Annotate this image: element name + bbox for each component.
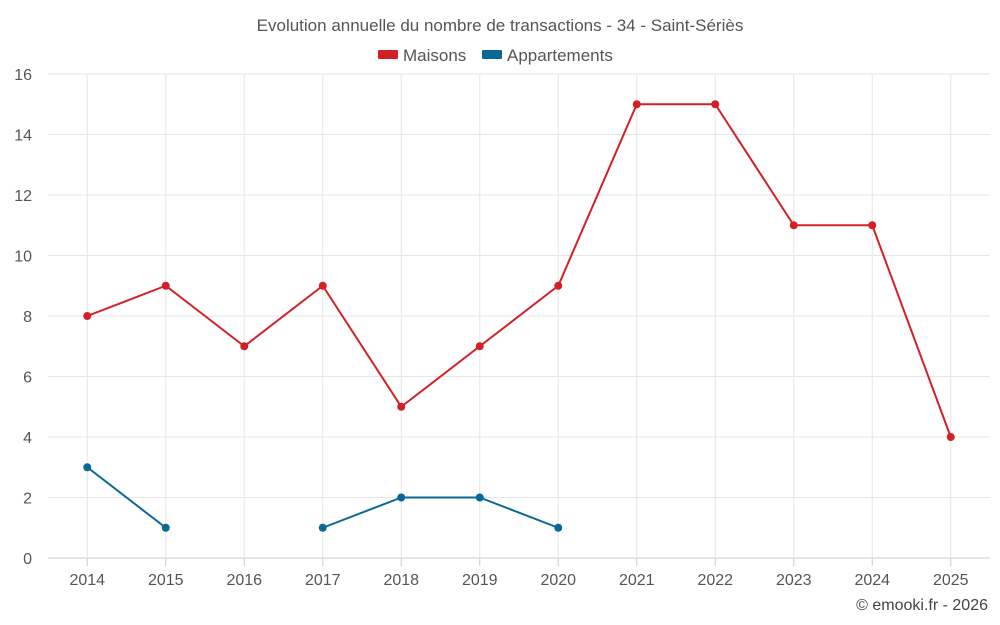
data-point-maisons-2021[interactable] [632,100,641,109]
data-point-appartements-2018[interactable] [397,493,406,502]
data-point-appartements-2017[interactable] [318,523,327,532]
x-tick-label: 2024 [854,572,890,589]
legend: Maisons Appartements [378,46,613,65]
x-tick-label: 2019 [462,572,498,589]
data-point-maisons-2020[interactable] [554,281,563,290]
y-tick-label: 6 [23,370,32,387]
series-line-appartements [322,496,559,529]
data-point-maisons-2018[interactable] [397,402,406,411]
x-tick-label: 2016 [226,572,262,589]
x-tick-label: 2018 [383,572,419,589]
data-point-appartements-2019[interactable] [475,493,484,502]
x-tick-label: 2015 [148,572,184,589]
data-point-maisons-2016[interactable] [240,342,249,351]
x-tick-label: 2020 [540,572,576,589]
x-tick-label: 2017 [305,572,341,589]
x-tick-label: 2021 [619,572,655,589]
x-tick-label: 2014 [69,572,105,589]
x-axis-ticks: 2014 2015 2016 2017 2018 2019 2020 2021 2022 2023… [69,558,969,589]
data-point-maisons-2014[interactable] [83,312,92,320]
x-tick-label: 2022 [697,572,733,589]
data-point-maisons-2017[interactable] [318,281,327,290]
y-tick-label: 4 [23,430,32,447]
data-point-maisons-2019[interactable] [475,342,484,351]
chart-title: Evolution annuelle du nombre de transact… [257,16,744,35]
y-tick-label: 8 [23,309,32,326]
legend-swatch-maisons [378,50,398,59]
legend-label-appartements: Appartements [507,46,613,65]
data-point-appartements-2020[interactable] [554,523,563,532]
series-maisons [83,100,955,441]
y-tick-label: 0 [23,551,32,568]
y-tick-label: 10 [14,249,32,266]
legend-label-maisons: Maisons [403,46,466,65]
series-appartements [83,463,563,532]
data-point-appartements-2014[interactable] [83,463,92,472]
series-line-maisons [86,103,952,438]
data-point-maisons-2015[interactable] [161,281,170,290]
credit-text: © emooki.fr - 2026 [856,597,988,614]
series [83,100,955,532]
y-tick-label: 2 [23,491,32,508]
legend-item-maisons[interactable]: Maisons [378,46,466,65]
data-point-maisons-2022[interactable] [711,100,720,109]
series-line-appartements [86,466,167,529]
data-point-appartements-2015[interactable] [161,523,170,532]
x-tick-label: 2025 [933,572,969,589]
x-tick-label: 2023 [776,572,812,589]
legend-item-appartements[interactable]: Appartements [482,46,613,65]
data-point-maisons-2023[interactable] [789,221,798,230]
y-tick-label: 14 [14,128,32,145]
legend-swatch-appartements [482,50,502,59]
y-tick-label: 16 [14,67,32,84]
y-tick-label: 12 [14,188,32,205]
data-point-maisons-2025[interactable] [946,433,955,441]
data-point-maisons-2024[interactable] [868,221,877,230]
y-axis-ticks: 0 2 4 6 8 10 12 14 16 [14,67,32,568]
